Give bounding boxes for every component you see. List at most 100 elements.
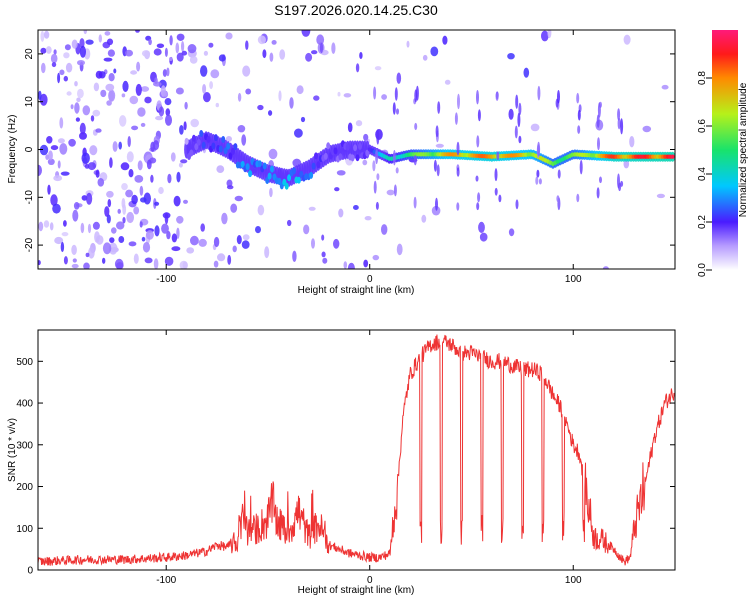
heatmap-cell [141,236,146,242]
heatmap-cell [456,141,460,156]
heatmap-cell [76,97,81,103]
heatmap-cell [60,241,65,253]
heatmap-cell [596,187,600,199]
heatmap-cell [406,40,410,48]
heatmap-ridge-cell [240,160,245,168]
heatmap-cell [79,45,86,58]
heatmap-cell [148,38,152,46]
heatmap-cell [268,148,278,160]
heatmap-cell [321,234,325,241]
heatmap-cell [150,174,154,183]
heatmap-cell [48,150,53,161]
heatmap-cell [225,136,232,142]
heatmap-ridge-cell [355,154,360,162]
heatmap-cell [232,245,237,253]
heatmap-cell [257,104,264,111]
heatmap-cell [128,241,137,247]
heatmap-cell [311,238,315,249]
colorbar-tick-label: 0.2 [697,215,708,229]
snr-ylabel: SNR (10 * v/v) [7,418,18,482]
heatmap-cell [454,112,458,125]
heatmap-cell [279,49,286,60]
heatmap-cell [255,226,261,234]
heatmap-cell [176,215,184,224]
heatmap-cell [136,61,141,72]
heatmap-cell [395,167,399,174]
heatmap-cell [301,30,311,37]
heatmap-cell [577,109,581,121]
heatmap-cell [331,42,336,54]
heatmap-cell [321,251,326,258]
heatmap-cell [517,112,521,128]
heatmap-cell [433,159,437,172]
snr-ytick-label: 100 [16,524,33,535]
heatmap-ridge-cell [270,165,274,173]
heatmap-cell [79,38,85,49]
snr-xtick-label: 0 [367,575,373,586]
heatmap-ridge-cell [206,136,211,143]
heatmap-cell [456,167,460,177]
heatmap-ridge-cell [228,152,233,160]
heatmap-cell [85,39,94,45]
heatmap-cell [294,128,303,138]
heatmap-cell [61,232,69,237]
heatmap-cell [51,62,57,68]
heatmap-cell [363,259,369,268]
heatmap-ridge-cell [218,145,223,153]
heatmap-cell [38,260,41,266]
heatmap-cell [109,237,115,244]
heatmap-cell [476,202,480,211]
heatmap-cell [119,115,127,127]
heatmap-cell [154,225,160,237]
heatmap-cell [623,159,630,169]
heatmap-cell [122,204,127,215]
heatmap-cell [537,85,541,101]
heatmap-cell [362,159,368,166]
heatmap-cell [164,212,169,225]
heatmap-cell [579,160,583,175]
heatmap-cell [131,194,138,205]
heatmap-cell [38,164,42,177]
colorbar-tick-label: 0.0 [697,263,708,277]
heatmap-cell [523,67,530,78]
heatmap-ridge-cell [248,170,253,178]
heatmap-ridge-cell [191,134,196,142]
heatmap-cell [226,179,233,188]
heatmap-cell [478,221,485,233]
heatmap-cell [183,199,188,204]
heatmap-cell [355,120,363,127]
snr-ytick-label: 400 [16,399,33,410]
heatmap-cell [457,93,460,110]
heatmap-cell [209,81,214,90]
heatmap-cell [63,220,67,227]
heatmap-cell [656,193,666,199]
heatmap-cell [135,30,140,33]
heatmap-cell [81,152,90,164]
heatmap-cell [130,70,138,75]
heatmap-ytick-label: -20 [24,237,35,252]
heatmap-cell [59,143,68,155]
heatmap-cell [108,89,116,102]
heatmap-cell [394,87,398,101]
heatmap-cell [38,221,44,232]
heatmap-cell [435,197,438,211]
heatmap-cell [372,254,380,261]
heatmap-cell [155,115,164,121]
heatmap-cell [106,100,112,106]
heatmap-cell [52,203,61,214]
heatmap-cell [144,96,152,104]
heatmap-cell [278,90,282,102]
heatmap-cell [623,34,631,45]
heatmap-cell [257,204,265,216]
heatmap-ridge-cell [287,174,292,182]
heatmap-cell [208,42,214,48]
heatmap-ridge-cell [262,162,267,170]
heatmap-cell [139,221,143,228]
heatmap-cell [363,133,369,141]
heatmap-cell [597,102,601,118]
heatmap-cell [169,57,173,61]
heatmap-cell [217,253,226,262]
heatmap-cell [64,44,71,51]
heatmap-ridge-cell [309,171,314,179]
heatmap-cell [435,143,444,148]
